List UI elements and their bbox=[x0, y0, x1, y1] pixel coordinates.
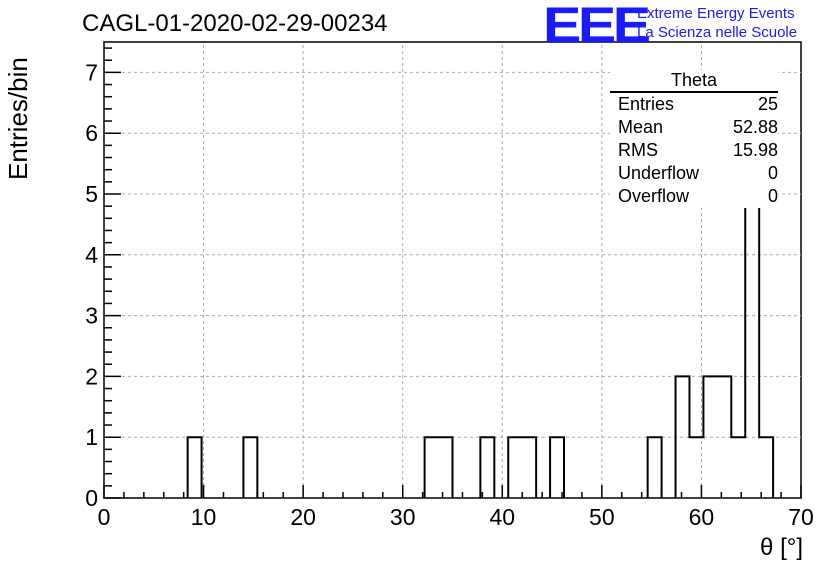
stats-label: RMS bbox=[618, 140, 658, 160]
stats-label: Underflow bbox=[618, 163, 700, 183]
y-tick-label: 4 bbox=[85, 242, 98, 268]
stats-value: 25 bbox=[757, 94, 778, 114]
x-tick-label: 50 bbox=[589, 504, 615, 530]
x-tick-label: 20 bbox=[290, 504, 316, 530]
y-tick-label: 5 bbox=[85, 181, 98, 207]
x-tick-labels: 0 10 20 30 40 50 60 70 bbox=[98, 504, 814, 530]
y-tick-label: 3 bbox=[85, 303, 98, 329]
stats-box: Theta Entries 25 Mean 52.88 RMS 15.98 Under… bbox=[610, 70, 778, 208]
y-tick-label: 2 bbox=[85, 363, 98, 389]
stats-row: Underflow 0 bbox=[610, 162, 778, 185]
y-tick-label: 1 bbox=[85, 424, 98, 450]
stats-label: Overflow bbox=[618, 186, 690, 206]
x-tick-label: 60 bbox=[689, 504, 715, 530]
stats-row: Mean 52.88 bbox=[610, 116, 778, 139]
y-tick-labels: 0 1 2 3 4 5 6 7 bbox=[85, 59, 98, 511]
stats-row: Overflow 0 bbox=[610, 185, 778, 208]
x-tick-label: 70 bbox=[788, 504, 814, 530]
y-tick-label: 6 bbox=[85, 120, 98, 146]
stats-value: 52.88 bbox=[732, 117, 778, 137]
stats-value: 0 bbox=[767, 163, 778, 183]
stats-value: 15.98 bbox=[732, 140, 778, 160]
stats-row: RMS 15.98 bbox=[610, 139, 778, 162]
eee-logo: EEE bbox=[543, 0, 651, 53]
x-axis-label: θ [°] bbox=[760, 534, 803, 561]
y-axis-label: Entries/bin bbox=[3, 57, 33, 180]
logo-line-2: La Scienza nelle Scuole bbox=[637, 24, 798, 41]
x-tick-label: 30 bbox=[390, 504, 416, 530]
logo-line-1: Extreme Energy Events bbox=[637, 5, 795, 22]
y-tick-label: 0 bbox=[85, 485, 98, 511]
stats-row: Entries 25 bbox=[610, 93, 778, 116]
stats-value: 0 bbox=[767, 186, 778, 206]
logo-caption: Extreme Energy Events La Scienza nelle S… bbox=[637, 4, 797, 42]
x-tick-label: 0 bbox=[98, 504, 111, 530]
x-tick-label: 10 bbox=[191, 504, 217, 530]
chart-title: CAGL-01-2020-02-29-00234 bbox=[82, 10, 388, 37]
stats-label: Mean bbox=[618, 117, 664, 137]
y-tick-label: 7 bbox=[85, 59, 98, 85]
stats-label: Entries bbox=[618, 94, 675, 114]
histogram-outline bbox=[186, 71, 775, 498]
stats-title: Theta bbox=[610, 70, 778, 93]
x-tick-label: 40 bbox=[489, 504, 515, 530]
